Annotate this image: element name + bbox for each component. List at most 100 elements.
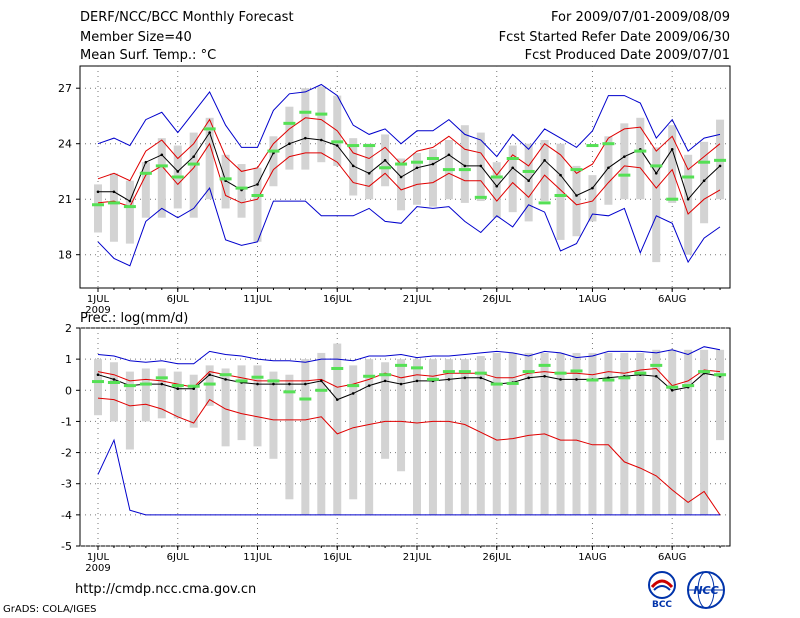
temp-median-mark: [666, 197, 679, 201]
precip-xtick-label: 26JUL: [482, 552, 511, 563]
precip-spread-bar: [317, 352, 326, 515]
temp-mean-point: [463, 164, 467, 168]
forecast-produced-date: Fcst Produced Date 2009/07/01: [524, 48, 730, 63]
temp-xtick-label: 1AUG: [578, 294, 606, 305]
temp-mean-point: [718, 164, 722, 168]
temp-mean-point: [256, 183, 259, 186]
temp-mean-point: [160, 153, 164, 157]
forecast-start-date: Fcst Started Refer Date 2009/06/30: [498, 30, 730, 45]
temp-spread-bar: [604, 136, 613, 205]
temp-series-max: [97, 83, 721, 158]
temp-spread-bar: [285, 106, 294, 170]
temp-series-mean: [98, 131, 721, 202]
precip-mean-point: [559, 378, 562, 381]
temp-mean-point: [128, 199, 132, 203]
temp-mean-point: [447, 153, 451, 157]
temp-spread-bar: [413, 152, 421, 205]
temp-median-mark: [714, 158, 727, 162]
temp-median-mark: [379, 166, 392, 170]
temp-spread-bar: [141, 162, 150, 218]
precip-spread-bar: [173, 371, 182, 419]
temp-median-mark: [682, 175, 695, 179]
precip-median-mark: [411, 366, 423, 370]
precip-median-mark: [187, 384, 200, 388]
precip-median-mark: [379, 373, 392, 377]
precip-spread-bar: [125, 371, 134, 450]
temp-series-p90: [97, 117, 721, 182]
footer-url[interactable]: http://cmdp.ncc.cma.gov.cn: [75, 582, 257, 597]
temp-mean-point: [654, 172, 658, 175]
temp-mean-point: [431, 162, 435, 166]
precip-xtick-label: 11JUL: [243, 552, 272, 563]
temp-mean-point: [351, 164, 355, 168]
precip-spread-bar: [365, 359, 374, 515]
precip-median-mark: [92, 380, 104, 384]
precip-spread-bar: [492, 352, 501, 515]
temp-mean-point: [575, 194, 578, 197]
precip-mean-point: [224, 378, 227, 381]
temp-mean-point: [96, 190, 100, 194]
temp-spread-bar: [397, 158, 406, 211]
temp-median-mark: [442, 168, 455, 172]
precip-median-mark: [171, 384, 184, 388]
temp-median-mark: [92, 203, 104, 207]
temp-mean-point: [367, 172, 371, 175]
precip-spread-bar: [253, 365, 262, 447]
temp-spread-bar: [94, 184, 102, 233]
temp-xtick-label: 6AUG: [658, 294, 686, 305]
precip-median-mark: [299, 397, 312, 401]
temp-mean-point: [176, 170, 180, 173]
temp-median-mark: [251, 194, 264, 197]
precip-spread-bar: [381, 362, 390, 459]
temp-spread-bar: [157, 138, 166, 218]
temp-spread-bar: [189, 132, 198, 218]
temp-spread-bar: [540, 140, 549, 202]
precip-spread-bar: [476, 356, 485, 515]
temp-spread-bar: [365, 143, 374, 200]
temp-ytick-label: 24: [58, 138, 72, 151]
precip-median-mark: [123, 384, 136, 388]
temp-median-mark: [155, 164, 168, 168]
variable-label: Mean Surf. Temp.: °C: [80, 48, 217, 63]
temp-spread-bar: [668, 125, 677, 203]
precip-ytick-label: 1: [65, 353, 72, 366]
precip-median-mark: [538, 363, 551, 367]
precip-mean-point: [160, 382, 164, 386]
temp-median-mark: [602, 142, 615, 146]
precip-spread-bar: [94, 359, 102, 416]
precip-spread-bar: [636, 352, 645, 515]
temp-median-mark: [347, 144, 360, 148]
precip-ytick-label: 0: [65, 384, 72, 397]
temp-median-mark: [267, 149, 280, 153]
temp-mean-point: [320, 138, 323, 142]
precip-median-mark: [331, 366, 344, 370]
precip-median-mark: [634, 371, 647, 375]
precip-median-mark: [714, 373, 727, 377]
temp-median-mark: [363, 144, 376, 148]
temp-median-mark: [331, 140, 344, 144]
precip-year-label: 2009: [85, 563, 110, 574]
grads-credit: GrADS: COLA/IGES: [3, 604, 97, 615]
precip-ytick-label: 2: [65, 322, 72, 335]
ncc-logo-text: NCC: [693, 584, 718, 597]
temp-spread-bar: [125, 180, 134, 244]
precip-median-mark: [618, 376, 631, 380]
temp-median-mark: [283, 121, 296, 125]
precip-spread-bar: [652, 349, 661, 515]
temp-xtick-label: 16JUL: [323, 294, 352, 305]
temp-mean-point: [702, 179, 706, 182]
precip-spread-bar: [700, 349, 709, 515]
temp-median-mark: [458, 168, 471, 172]
precip-mean-point: [320, 379, 323, 383]
ncc-logo: NCC: [687, 571, 725, 609]
temp-median-mark: [586, 144, 599, 148]
precip-spread-bar: [157, 368, 166, 419]
precip-median-mark: [395, 363, 408, 367]
precip-spread-bar: [556, 352, 565, 515]
temp-median-mark: [123, 205, 136, 209]
temp-spread-bar: [460, 125, 469, 203]
precip-spread-bar: [620, 352, 629, 515]
temp-spread-bar: [684, 154, 693, 255]
temp-median-mark: [171, 175, 184, 179]
temp-spread-bar: [269, 136, 278, 187]
